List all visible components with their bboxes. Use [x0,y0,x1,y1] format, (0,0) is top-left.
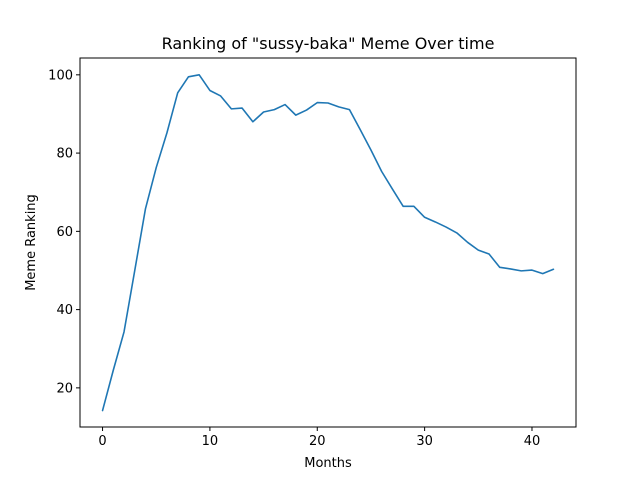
y-tick-label: 40 [56,303,73,318]
x-tick-label: 40 [524,434,541,449]
y-tick-label: 60 [56,225,73,240]
y-tick-label: 80 [56,147,73,162]
plot-frame [79,57,577,428]
chart-title: Ranking of "sussy-baka" Meme Over time [162,34,495,53]
x-axis-label: Months [304,456,352,471]
x-tick-label: 10 [202,434,219,449]
y-tick-label: 100 [48,68,73,83]
y-axis-label: Meme Ranking [24,194,39,291]
x-tick-label: 20 [309,434,326,449]
axis-ticks: 0 10 20 30 40 20 40 60 80 100 [48,68,540,449]
x-tick-label: 30 [416,434,433,449]
plot-area [101,74,555,412]
series-line [101,74,555,412]
y-tick-label: 20 [56,381,73,396]
x-tick-label: 0 [98,434,106,449]
